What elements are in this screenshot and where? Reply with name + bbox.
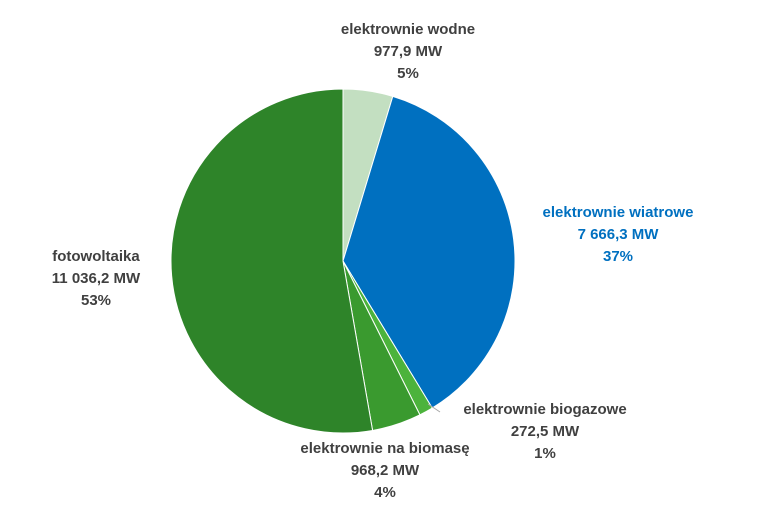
pie-slice [342,95,516,409]
leader-line [427,403,441,413]
percent-label: 4% [374,484,396,501]
percent-label: 5% [397,65,419,82]
slice-label: fotowoltaika [52,248,140,265]
slice-label: elektrownie biogazowe [463,401,626,418]
value-label: 977,9 MW [374,43,443,60]
slice-label: elektrownie wodne [341,21,475,38]
percent-label: 1% [534,445,556,462]
value-label: 968,2 MW [351,462,420,479]
value-label: 7 666,3 MW [578,226,660,243]
pie-slice [170,88,374,434]
value-label: 272,5 MW [511,423,580,440]
percent-label: 37% [603,248,633,265]
slice-label: elektrownie na biomasę [300,440,469,457]
value-label: 11 036,2 MW [52,270,141,287]
percent-label: 53% [81,292,111,309]
slice-label: elektrownie wiatrowe [543,204,694,221]
